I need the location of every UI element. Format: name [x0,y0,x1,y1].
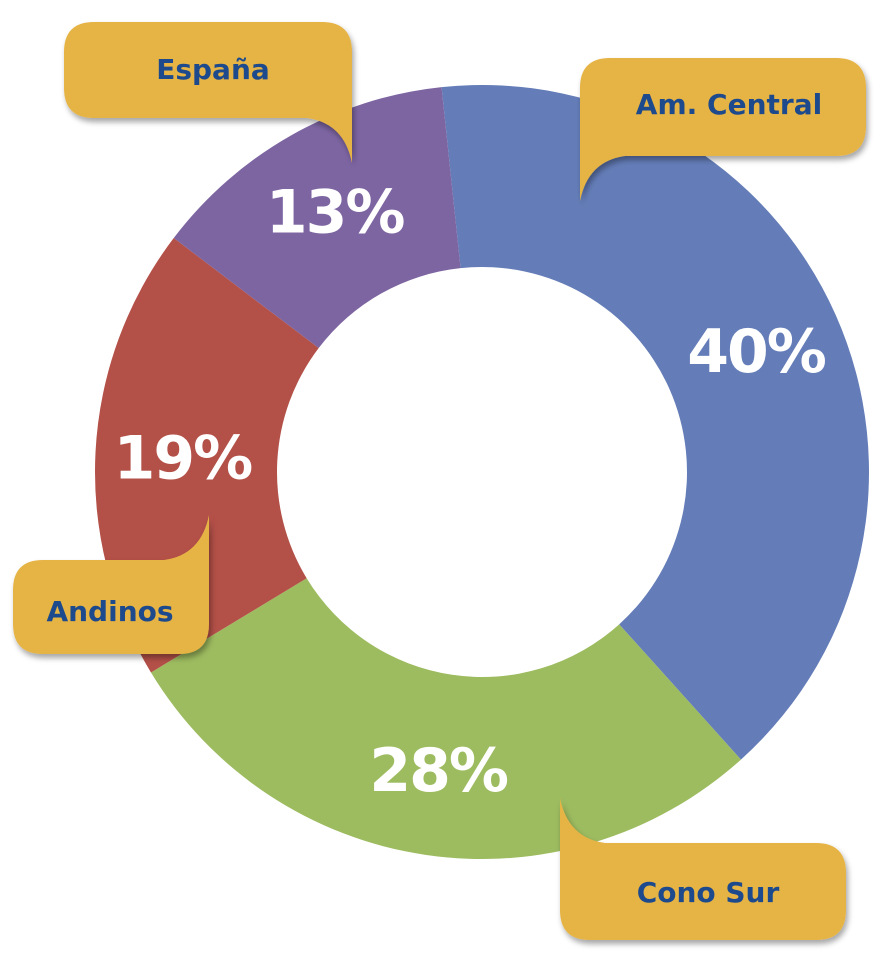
callout-cono-sur: Cono Sur [560,798,846,940]
legend-label-cono-sur: Cono Sur [637,876,780,909]
callouts-layer: Am. Central Cono Sur Andinos España [13,22,866,940]
callout-bubble-espana [64,22,352,163]
callout-bubble-am-central [580,58,866,201]
callout-bubble-andinos [13,515,209,654]
value-label-am-central: 40% [687,317,825,387]
value-label-cono-sur: 28% [369,736,507,806]
value-labels-layer: 40% 28% 19% 13% [114,178,828,806]
legend-label-espana: España [156,53,270,86]
legend-label-am-central: Am. Central [636,88,822,121]
legend-label-andinos: Andinos [46,595,173,628]
slices-layer [94,85,869,859]
callout-bubble-cono-sur [560,798,846,940]
callout-andinos: Andinos [13,515,209,654]
value-label-espana: 13% [266,178,404,248]
slice-cono-sur [150,578,741,859]
slice-am-central [441,85,869,760]
value-label-andinos: 19% [114,423,252,493]
slice-espana [173,87,461,349]
callout-espana: España [64,22,352,163]
callout-am-central: Am. Central [580,58,866,201]
